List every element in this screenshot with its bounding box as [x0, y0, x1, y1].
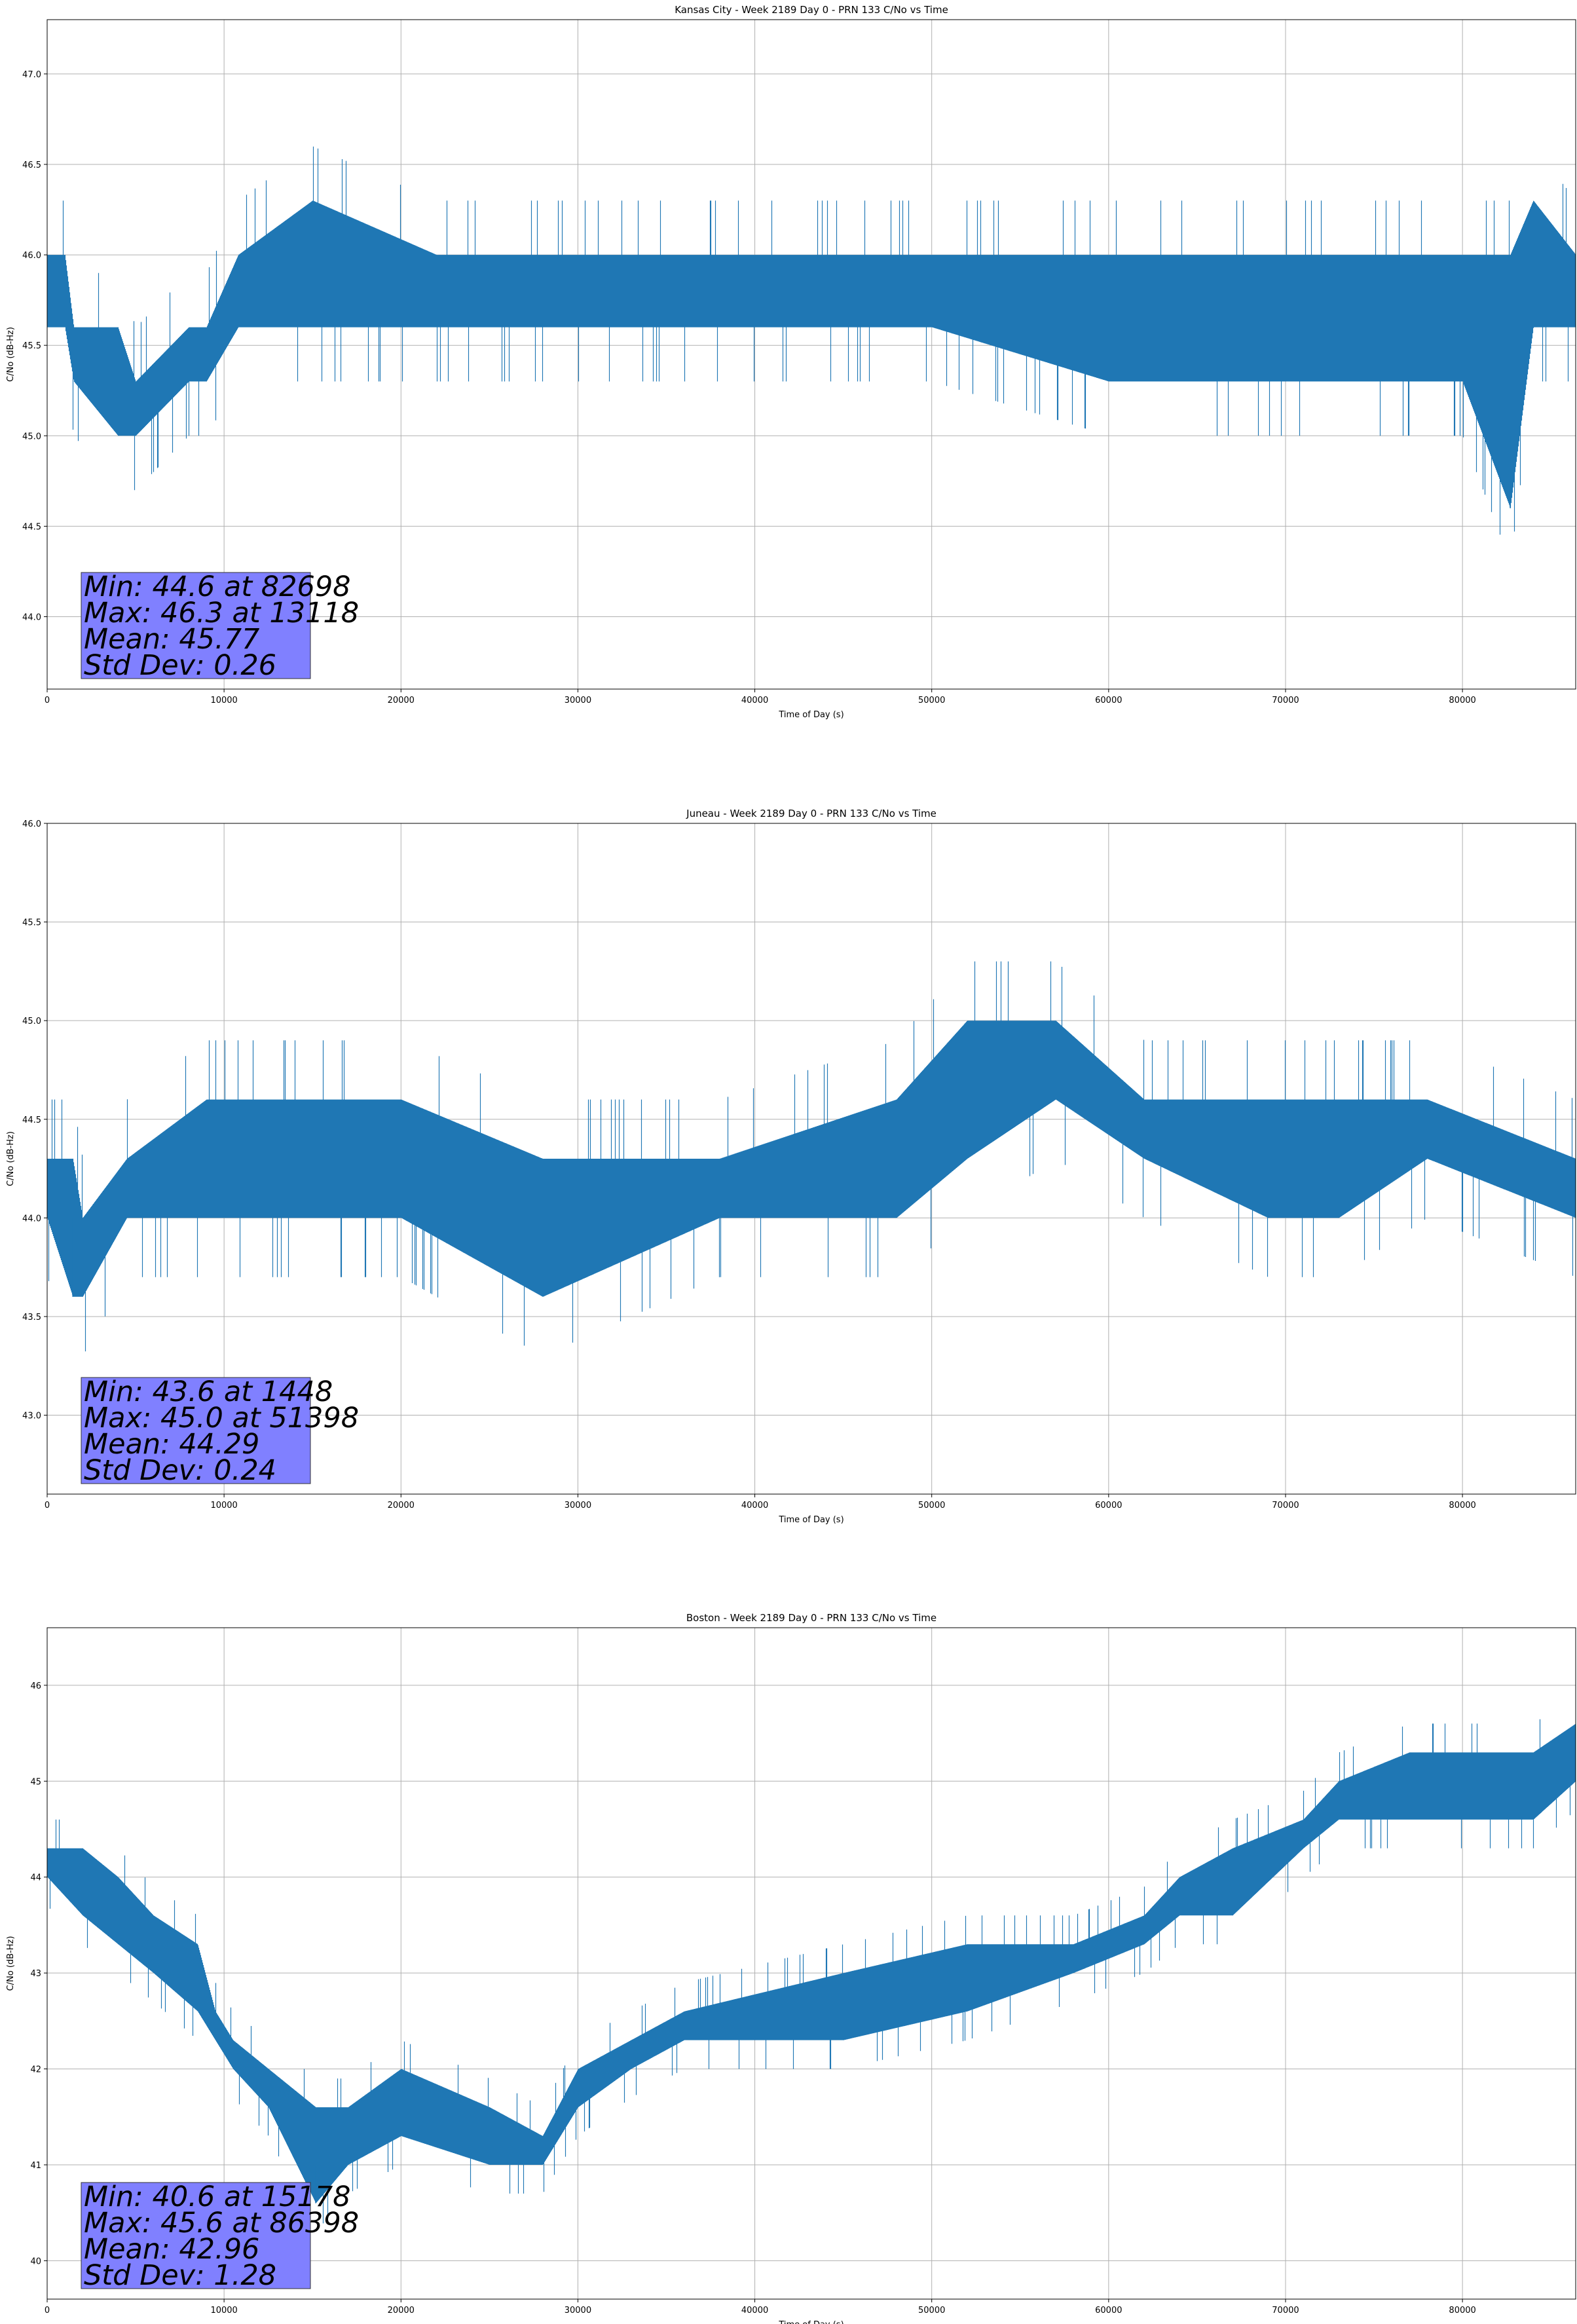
tick-labels: 0 10000 20000 30000 40000 50000 60000 70000 8000… — [22, 819, 1476, 1510]
x-tick-label: 70000 — [1272, 2306, 1299, 2315]
y-tick-label: 44.5 — [22, 522, 41, 532]
y-tick-label: 45 — [30, 1777, 41, 1787]
y-tick-label: 44 — [30, 1873, 41, 1883]
stats-line: Std Dev: 1.28 — [84, 2259, 276, 2292]
stats-line: Mean: 44.29 — [84, 1428, 259, 1461]
x-tick-label: 60000 — [1095, 696, 1122, 705]
stats-background — [81, 1377, 311, 1484]
x-tick-label: 20000 — [388, 2306, 415, 2315]
y-axis-label: C/No (dB-Hz) — [6, 327, 16, 382]
stats-line: Max: 45.0 at 51398 — [84, 1402, 359, 1434]
y-tick-label: 44.5 — [22, 1115, 41, 1125]
x-tick-label: 70000 — [1272, 696, 1299, 705]
x-tick-label: 0 — [45, 696, 50, 705]
x-tick-label: 60000 — [1095, 2306, 1122, 2315]
y-tick-label: 45.5 — [22, 341, 41, 351]
stats-background — [81, 2182, 311, 2289]
chart-title: Boston - Week 2189 Day 0 - PRN 133 C/No … — [686, 1612, 937, 1624]
x-tick-label: 40000 — [741, 2306, 768, 2315]
chart-title: Kansas City - Week 2189 Day 0 - PRN 133 … — [675, 4, 948, 16]
signal-trace — [47, 961, 1576, 1352]
series-line — [47, 961, 1576, 1352]
stats-line: Std Dev: 0.24 — [84, 1454, 276, 1487]
x-tick-label: 0 — [45, 1501, 50, 1510]
tick-labels: 0 10000 20000 30000 40000 50000 60000 70000 8000… — [22, 70, 1476, 705]
y-tick-label: 43.0 — [22, 1412, 41, 1421]
stats-line: Min: 40.6 at 15178 — [84, 2181, 351, 2213]
stats-line: Mean: 45.77 — [84, 623, 259, 656]
chart-title: Juneau - Week 2189 Day 0 - PRN 133 C/No … — [686, 808, 937, 819]
plot-frame — [46, 1627, 1576, 2300]
y-axis-label: C/No (dB-Hz) — [6, 1936, 16, 1991]
x-tick-label: 70000 — [1272, 1501, 1299, 1510]
x-tick-label: 30000 — [565, 2306, 591, 2315]
chart-panel-1: 0 10000 20000 30000 40000 50000 60000 70000 8000… — [6, 4, 1576, 720]
x-tick-label: 20000 — [388, 696, 415, 705]
y-tick-label: 47.0 — [22, 70, 41, 80]
stats-line: Max: 45.6 at 86398 — [84, 2207, 359, 2240]
x-tick-label: 10000 — [210, 696, 237, 705]
y-tick-label: 44.0 — [22, 613, 41, 623]
stats-line: Min: 43.6 at 1448 — [84, 1376, 333, 1408]
x-tick-label: 50000 — [918, 1501, 945, 1510]
x-tick-label: 0 — [45, 2306, 50, 2315]
x-tick-label: 10000 — [210, 1501, 237, 1510]
y-tick-label: 41 — [30, 2161, 41, 2171]
plot-frame — [46, 823, 1576, 1495]
series-line — [47, 146, 1576, 535]
signal-trace — [47, 146, 1576, 535]
stats-line: Mean: 42.96 — [84, 2233, 259, 2266]
x-tick-label: 30000 — [565, 696, 591, 705]
chart-panel-3: 0 10000 20000 30000 40000 50000 60000 70000 8000… — [6, 1612, 1576, 2324]
y-tick-label: 45.0 — [22, 1017, 41, 1026]
x-axis-label: Time of Day (s) — [778, 2320, 844, 2324]
y-tick-label: 46.0 — [22, 819, 41, 829]
x-tick-label: 80000 — [1449, 1501, 1475, 1510]
x-tick-label: 50000 — [918, 696, 945, 705]
y-tick-label: 46 — [30, 1681, 41, 1691]
signal-trace — [47, 1719, 1576, 2224]
x-axis-label: Time of Day (s) — [778, 1515, 844, 1525]
stats-line: Min: 44.6 at 82698 — [84, 571, 351, 603]
y-tick-label: 45.0 — [22, 432, 41, 441]
y-tick-label: 40 — [30, 2257, 41, 2266]
x-tick-label: 40000 — [741, 696, 768, 705]
x-tick-label: 80000 — [1449, 696, 1475, 705]
x-tick-label: 10000 — [210, 2306, 237, 2315]
stats-background — [81, 572, 311, 679]
y-tick-label: 43.5 — [22, 1313, 41, 1322]
y-tick-label: 46.0 — [22, 251, 41, 261]
plot-frame — [46, 19, 1576, 690]
y-tick-label: 46.5 — [22, 160, 41, 170]
x-tick-label: 50000 — [918, 2306, 945, 2315]
y-axis-label: C/No (dB-Hz) — [6, 1131, 16, 1186]
y-tick-label: 45.5 — [22, 918, 41, 928]
y-tick-label: 44.0 — [22, 1214, 41, 1224]
x-tick-label: 80000 — [1449, 2306, 1475, 2315]
series-line — [47, 1719, 1576, 2224]
stats-line: Max: 46.3 at 13118 — [84, 597, 359, 629]
x-tick-label: 20000 — [388, 1501, 415, 1510]
stats-line: Std Dev: 0.26 — [84, 649, 276, 682]
x-tick-label: 60000 — [1095, 1501, 1122, 1510]
x-tick-label: 40000 — [741, 1501, 768, 1510]
chart-panel-2: 0 10000 20000 30000 40000 50000 60000 70000 8000… — [6, 808, 1576, 1525]
x-axis-label: Time of Day (s) — [778, 710, 844, 720]
x-tick-label: 30000 — [565, 1501, 591, 1510]
tick-labels: 0 10000 20000 30000 40000 50000 60000 70000 8000… — [30, 1681, 1475, 2315]
y-tick-label: 43 — [30, 1969, 41, 1979]
y-tick-label: 42 — [30, 2065, 41, 2075]
